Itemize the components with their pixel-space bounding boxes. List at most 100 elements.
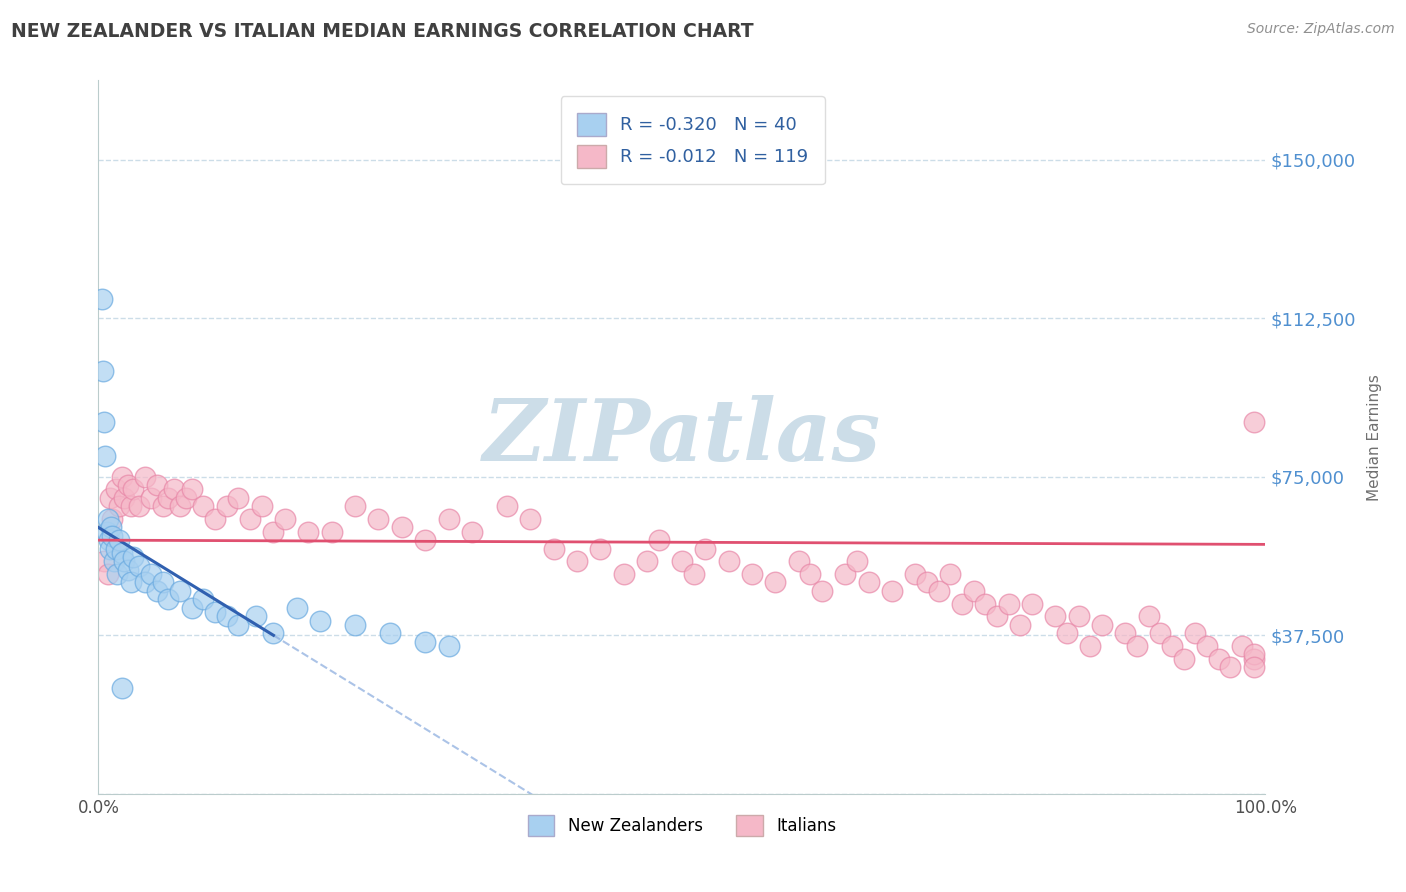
Point: [565, 554, 588, 568]
Point: [111, 681, 134, 695]
Point: [262, 524, 284, 539]
Point: [928, 583, 950, 598]
Point: [100, 520, 122, 534]
Point: [93, 554, 115, 568]
Point: [799, 566, 821, 581]
Point: [974, 597, 997, 611]
Point: [846, 554, 869, 568]
Point: [1067, 609, 1090, 624]
Point: [682, 566, 704, 581]
Point: [1091, 617, 1114, 632]
Point: [1219, 660, 1241, 674]
Point: [1056, 626, 1078, 640]
Point: [250, 500, 273, 514]
Point: [787, 554, 810, 568]
Point: [112, 554, 135, 568]
Point: [112, 491, 135, 505]
Point: [1021, 597, 1043, 611]
Point: [204, 605, 226, 619]
Point: [1243, 651, 1265, 665]
Point: [215, 609, 238, 624]
Point: [169, 583, 191, 598]
Point: [105, 566, 128, 581]
Point: [97, 512, 120, 526]
Point: [134, 575, 156, 590]
Point: [122, 550, 145, 565]
Point: [904, 566, 927, 581]
Point: [146, 478, 169, 492]
Point: [101, 529, 124, 543]
Point: [367, 512, 389, 526]
Point: [309, 614, 332, 628]
Point: [101, 512, 124, 526]
Point: [94, 449, 117, 463]
Point: [111, 469, 134, 483]
Point: [612, 566, 634, 581]
Point: [997, 597, 1019, 611]
Point: [741, 566, 763, 581]
Point: [543, 541, 565, 556]
Point: [139, 566, 162, 581]
Point: [163, 483, 186, 497]
Point: [96, 524, 118, 539]
Point: [496, 500, 519, 514]
Point: [228, 617, 250, 632]
Point: [461, 524, 484, 539]
Point: [880, 583, 903, 598]
Point: [636, 554, 658, 568]
Point: [108, 533, 131, 548]
Point: [180, 483, 202, 497]
Point: [1010, 617, 1032, 632]
Point: [239, 512, 262, 526]
Point: [97, 566, 120, 581]
Point: [671, 554, 693, 568]
Point: [108, 500, 131, 514]
Point: [939, 566, 962, 581]
Point: [413, 533, 436, 548]
Point: [1137, 609, 1160, 624]
Point: [1208, 651, 1230, 665]
Text: NEW ZEALANDER VS ITALIAN MEDIAN EARNINGS CORRELATION CHART: NEW ZEALANDER VS ITALIAN MEDIAN EARNINGS…: [11, 22, 754, 41]
Point: [344, 617, 367, 632]
Point: [97, 533, 120, 548]
Point: [986, 609, 1008, 624]
Point: [98, 491, 121, 505]
Point: [589, 541, 612, 556]
Text: Source: ZipAtlas.com: Source: ZipAtlas.com: [1247, 22, 1395, 37]
Point: [139, 491, 162, 505]
Point: [157, 592, 180, 607]
Point: [98, 541, 121, 556]
Point: [1149, 626, 1171, 640]
Point: [174, 491, 197, 505]
Point: [215, 500, 238, 514]
Point: [103, 554, 125, 568]
Point: [1080, 639, 1102, 653]
Point: [120, 575, 142, 590]
Point: [1045, 609, 1067, 624]
Point: [180, 600, 202, 615]
Point: [157, 491, 180, 505]
Point: [1230, 639, 1253, 653]
Point: [1173, 651, 1195, 665]
Point: [695, 541, 717, 556]
Point: [915, 575, 938, 590]
Point: [91, 364, 114, 378]
Point: [204, 512, 226, 526]
Point: [193, 500, 215, 514]
Point: [950, 597, 973, 611]
Point: [1243, 660, 1265, 674]
Point: [1114, 626, 1136, 640]
Point: [437, 639, 460, 653]
Point: [169, 500, 191, 514]
Point: [104, 483, 127, 497]
Text: ZIPatlas: ZIPatlas: [482, 395, 882, 479]
Point: [128, 558, 150, 573]
Point: [128, 500, 150, 514]
Y-axis label: Median Earnings: Median Earnings: [1367, 374, 1382, 500]
Point: [297, 524, 319, 539]
Point: [1126, 639, 1149, 653]
Point: [321, 524, 343, 539]
Point: [111, 546, 134, 560]
Point: [1243, 415, 1265, 429]
Point: [519, 512, 541, 526]
